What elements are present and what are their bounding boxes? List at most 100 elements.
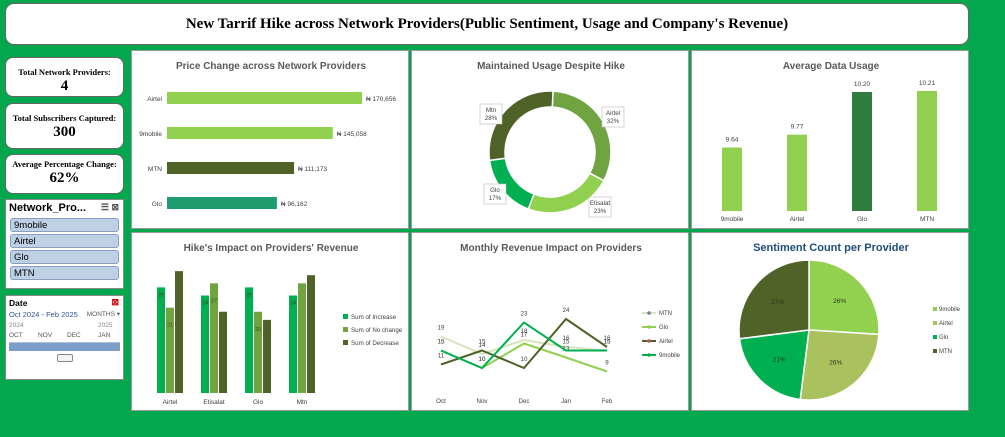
pie-slice [738,259,810,340]
timeline-year: 2025 [98,322,113,329]
cluster-bar [210,283,218,393]
kpi-value: 4 [60,78,69,94]
timeline-month[interactable]: DEC [67,332,81,339]
cluster-bar [289,295,297,393]
chart-title: Maintained Usage Despite Hike [477,61,625,72]
point-label: 24 [563,307,570,314]
point-label: 15 [563,339,570,346]
category-label: Glo [253,399,264,406]
pie-slice [799,329,880,401]
timeline-scrollbar[interactable] [56,354,73,362]
slice-value-label: 28% [485,115,498,122]
data-label: 26 [246,292,252,298]
slicer-item-9mobile[interactable]: 9mobile [10,218,119,232]
point-label: 16 [604,335,611,342]
kpi-label: Total Subscribers Captured: [12,113,117,123]
timeline-unit-dropdown[interactable]: MONTHS ▾ [86,311,120,318]
slicer-item-mtn[interactable]: MTN [10,266,119,280]
point-label: 9 [605,360,609,367]
category-label: Jan [561,398,572,405]
data-label: 9.77 [791,124,804,131]
data-label: 10.21 [919,80,936,87]
category-label: 9mobile [721,216,744,223]
donut-slice [488,90,554,162]
maintained-usage-panel: Maintained Usage Despite Hike Airtel 32% Et… [411,50,689,229]
kpi-label: Average Percentage Change: [12,159,117,169]
slicer-title: Network_Pro... [9,202,87,214]
legend-label: Sum of Increase [351,314,397,321]
point-label: 15 [479,339,486,346]
data-label: 27 [211,298,217,304]
sentiment-chart: Sentiment Count per Provider 26% 9mobile 26… [738,242,961,401]
timeline-header: Date ⊠ [6,296,123,310]
point-label: 14 [479,342,486,349]
data-label: 21 [167,323,173,329]
dashboard-title: New Tarrif Hike across Network Providers… [185,15,789,32]
point-label: 15 [604,339,611,346]
cluster-bar [157,287,165,393]
slice-label: 27% [771,299,784,306]
slice-value-label: 23% [594,208,607,215]
category-label: Etisalat [203,399,225,406]
point-label: 15 [438,339,445,346]
kpi-value: 300 [53,124,76,140]
category-label: 9mobile [139,131,162,138]
legend-marker [647,353,651,357]
timeline-selection-bar[interactable] [9,342,120,351]
legend-marker [647,311,651,315]
timeline-month[interactable]: JAN [98,332,111,339]
point-label: 19 [438,325,445,332]
data-label: 24 [202,301,208,307]
timeline-range: Oct 2024 - Feb 2025 MONTHS ▾ [6,310,123,322]
data-label: 26 [158,292,164,298]
cluster-bar [245,287,253,393]
timeline-month[interactable]: OCT [9,332,23,339]
kpi-total-subscribers: Total Subscribers Captured: 300 [5,103,124,149]
legend-marker [647,325,651,329]
kpi-total-providers: Total Network Providers: 4 [5,57,124,97]
chart-title: Monthly Revenue Impact on Providers [460,243,642,254]
cluster-bar [175,271,183,393]
price-bar [167,127,333,139]
data-label: 24 [290,301,296,307]
data-label: ₦ 170,656 [366,96,396,103]
category-label: MTN [920,216,934,223]
point-label: 11 [438,353,445,360]
legend-swatch [933,335,937,339]
cluster-bar [307,275,315,393]
legend-label: Glo [659,325,669,331]
price-change-panel: Price Change across Network Providers Air… [131,50,409,229]
data-label: 10.20 [854,81,871,88]
slice-name-label: Airtel [606,110,620,117]
network-provider-slicer[interactable]: Network_Pro... ☰ ⊠ 9mobile Airtel Glo MT… [5,199,124,289]
label-box [588,196,612,218]
slicer-header: Network_Pro... ☰ ⊠ [6,200,123,216]
data-bar [917,91,937,211]
monthly-revenue-chart: Monthly Revenue Impact on Providers19141… [436,243,680,405]
point-label: 23 [521,311,528,318]
clear-filter-icon[interactable]: ⊠ [111,297,119,307]
donut-slice [551,90,612,182]
slicer-item-glo[interactable]: Glo [10,250,119,264]
chart-title: Price Change across Network Providers [176,61,367,72]
category-label: Oct [436,398,446,405]
legend-label: Airtel [659,339,673,345]
timeline-month[interactable]: NOV [38,332,53,339]
data-bar [722,147,742,211]
data-label: ₦ 111,173 [298,166,327,173]
data-label: ₦ 96,162 [281,201,308,208]
slicer-item-airtel[interactable]: Airtel [10,234,119,248]
slice-name-label: Glo [490,187,500,194]
slice-label: 26% [833,298,846,305]
timeline-year: 2024 [9,322,24,329]
timeline-months: OCT NOV DEC JAN [6,332,123,342]
cluster-bar [219,311,227,393]
slice-value-label: 32% [607,118,620,125]
multi-select-icon[interactable]: ☰ ⊠ [100,202,119,212]
legend-swatch [933,349,937,353]
point-label: 13 [563,346,570,353]
cluster-bar [254,311,262,393]
legend-label: MTN [939,349,952,355]
date-timeline[interactable]: Date ⊠ Oct 2024 - Feb 2025 MONTHS ▾ 2024… [5,295,124,380]
point-label: 10 [479,356,486,363]
